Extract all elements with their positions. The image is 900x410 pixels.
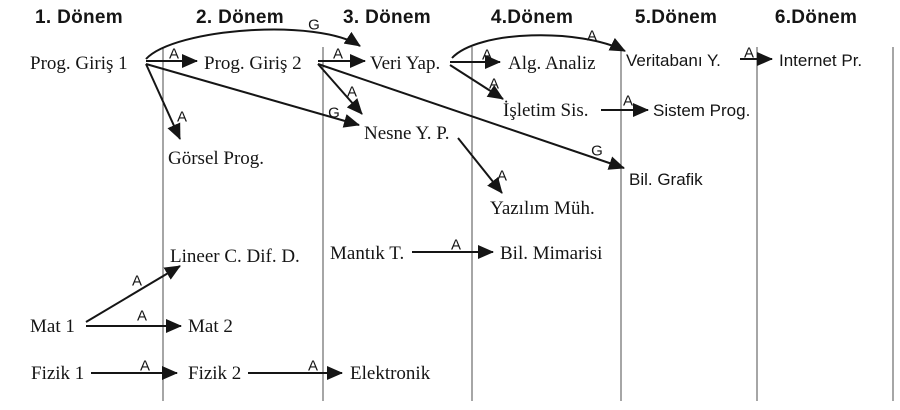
- course-veritabani-y: Veritabanı Y.: [626, 51, 721, 70]
- edge-prog-giris-2-to-nesne-y-p: [317, 63, 363, 115]
- edge-label-mat1-lineer: A: [131, 272, 143, 290]
- semester-dividers: [162, 47, 894, 401]
- course-gorsel-prog: Görsel Prog.: [168, 148, 265, 169]
- course-lineer-c-dif-d: Lineer C. Dif. D.: [170, 246, 300, 267]
- edge-prog-giris-1-to-nesne-y-p: [145, 63, 360, 128]
- edge-label-prog1-gorsel: A: [176, 108, 188, 126]
- semester-header-3: 3. Dönem: [343, 7, 431, 28]
- edge-label-mat1-mat2: A: [136, 307, 148, 325]
- edge-label-veriyap-isletim: A: [488, 75, 500, 93]
- edge-label-veriyap-alg: A: [481, 46, 493, 64]
- edge-veri-yap-to-veritabani-y: [451, 34, 626, 59]
- semester-header-2: 2. Dönem: [196, 7, 284, 28]
- edge-veri-yap-to-isletim-sis: [449, 64, 504, 100]
- edge-label-prog1-veriyap: G: [308, 16, 320, 34]
- course-prog-giris-1: Prog. Giriş 1: [30, 53, 128, 74]
- prerequisite-arrows: [85, 28, 773, 380]
- course-fizik-2: Fizik 2: [188, 363, 242, 384]
- edge-label-isletim-sistem: A: [622, 92, 634, 110]
- course-yazilim-muh: Yazılım Müh.: [490, 198, 595, 219]
- course-alg-analiz: Alg. Analiz: [508, 53, 596, 74]
- edge-label-veriyap-veritabani: A: [586, 27, 598, 45]
- course-veri-yap: Veri Yap.: [370, 53, 441, 74]
- semester-header-1: 1. Dönem: [35, 7, 123, 28]
- edge-prog-giris-1-to-gorsel-prog: [145, 63, 181, 140]
- course-sistem-prog: Sistem Prog.: [653, 101, 751, 120]
- edge-label-veritabani-internet: A: [743, 44, 755, 62]
- semester-header-4: 4.Dönem: [490, 7, 574, 28]
- course-isletim-sis: İşletim Sis.: [503, 100, 589, 121]
- edge-label-prog2-veriyap: A: [332, 45, 344, 63]
- course-bil-grafik: Bil. Grafik: [629, 170, 703, 189]
- edge-prog-giris-2-to-bil-grafik: [317, 63, 625, 170]
- course-nesne-y-p: Nesne Y. P.: [364, 123, 450, 144]
- course-elektronik: Elektronik: [350, 363, 431, 384]
- semester-header-6: 6.Dönem: [774, 7, 858, 28]
- course-fizik-1: Fizik 1: [31, 363, 85, 384]
- edge-mat-1-to-lineer-c-dif-d: [85, 265, 181, 323]
- semester-header-5: 5.Dönem: [634, 7, 718, 28]
- course-internet-pr: Internet Pr.: [779, 51, 863, 70]
- edge-label-mantik-bilmimari: A: [450, 236, 462, 254]
- edge-prog-giris-1-to-veri-yap: [145, 28, 361, 60]
- edge-label-prog2-nesne: A: [346, 83, 358, 101]
- course-mat-1: Mat 1: [30, 316, 75, 337]
- edge-label-prog1-prog2: A: [168, 45, 180, 63]
- edge-nesne-y-p-to-yazilim-muh: [457, 137, 503, 194]
- edge-label-fizik1-fizik2: A: [139, 357, 151, 375]
- edge-label-prog2-bilgrafik: G: [591, 142, 603, 160]
- course-mat-2: Mat 2: [188, 316, 233, 337]
- edge-label-fizik2-elektronik: A: [307, 357, 319, 375]
- course-bil-mimarisi: Bil. Mimarisi: [500, 243, 603, 264]
- course-mantik-t: Mantık T.: [330, 243, 405, 264]
- course-prog-giris-2: Prog. Giriş 2: [204, 53, 302, 74]
- edge-label-nesne-yazilim: A: [496, 167, 508, 185]
- edge-label-prog1-nesne: G: [328, 104, 340, 122]
